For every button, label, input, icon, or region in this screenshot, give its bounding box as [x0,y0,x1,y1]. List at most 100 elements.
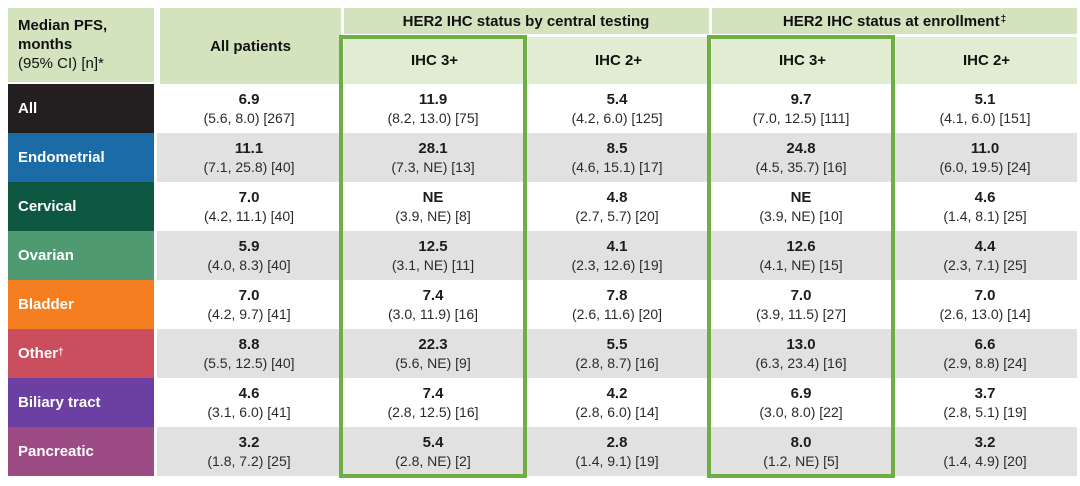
corner-header-line1: Median PFS, [18,17,108,34]
group-header-enrollment-label: HER2 IHC status at enrollment [782,12,1000,30]
cell-endometrial-central-ihc2: 8.5 (4.6, 15.1) [17] [525,133,709,182]
subheader-central-ihc3: IHC 3+ [341,37,525,84]
median-value: 7.0 [790,286,812,304]
ci-and-n: (2.9, 8.8) [24] [943,354,1027,371]
ci-and-n: (2.7, 5.7) [20] [575,207,659,224]
cell-ovarian-enrollment-ihc3: 12.6 (4.1, NE) [15] [709,231,893,280]
ci-and-n: (4.6, 15.1) [17] [571,158,663,175]
cell-all-all-patients: 6.9 (5.6, 8.0) [267] [157,84,341,133]
row-label-bladder: Bladder [8,280,157,329]
cell-ovarian-central-ihc2: 4.1 (2.3, 12.6) [19] [525,231,709,280]
cell-biliary-tract-all-patients: 4.6 (3.1, 6.0) [41] [157,378,341,427]
ci-and-n: (1.4, 8.1) [25] [943,207,1027,224]
median-value: 4.2 [606,384,628,402]
ci-and-n: (5.6, 8.0) [267] [203,109,295,126]
ci-and-n: (3.1, 6.0) [41] [207,403,291,420]
row-label-text: Cervical [18,198,77,215]
median-value: 5.5 [606,335,628,353]
median-value: 8.5 [606,139,628,157]
median-value: 7.0 [974,286,996,304]
median-value: 9.7 [790,90,812,108]
cell-bladder-central-ihc3: 7.4 (3.0, 11.9) [16] [341,280,525,329]
group-header-central-testing-label: HER2 IHC status by central testing [402,12,650,30]
group-header-central-testing: HER2 IHC status by central testing [341,8,709,37]
cell-ovarian-all-patients: 5.9 (4.0, 8.3) [40] [157,231,341,280]
cell-pancreatic-enrollment-ihc2: 3.2 (1.4, 4.9) [20] [893,427,1077,476]
cell-other-central-ihc3: 22.3 (5.6, NE) [9] [341,329,525,378]
cell-all-central-ihc3: 11.9 (8.2, 13.0) [75] [341,84,525,133]
median-value: NE [790,188,812,206]
ci-and-n: (7.3, NE) [13] [391,158,475,175]
cell-biliary-tract-central-ihc3: 7.4 (2.8, 12.5) [16] [341,378,525,427]
ci-and-n: (5.6, NE) [9] [395,354,471,371]
ci-and-n: (2.8, NE) [2] [395,452,471,469]
ci-and-n: (2.6, 11.6) [20] [571,305,662,322]
row-label-text: All [18,100,38,117]
cell-all-enrollment-ihc2: 5.1 (4.1, 6.0) [151] [893,84,1077,133]
median-value: 6.6 [974,335,996,353]
cell-all-enrollment-ihc3: 9.7 (7.0, 12.5) [111] [709,84,893,133]
median-value: 11.1 [234,139,264,157]
ci-and-n: (6.0, 19.5) [24] [939,158,1031,175]
cell-biliary-tract-enrollment-ihc2: 3.7 (2.8, 5.1) [19] [893,378,1077,427]
pfs-table: Median PFS, months (95% CI) [n]* All pat… [8,8,1077,476]
cell-bladder-central-ihc2: 7.8 (2.6, 11.6) [20] [525,280,709,329]
group-header-enrollment: HER2 IHC status at enrollment ‡ [709,8,1077,37]
median-value: 24.8 [786,139,816,157]
cell-endometrial-enrollment-ihc2: 11.0 (6.0, 19.5) [24] [893,133,1077,182]
ci-and-n: (4.2, 6.0) [125] [571,109,663,126]
median-value: 6.9 [790,384,812,402]
cell-endometrial-all-patients: 11.1 (7.1, 25.8) [40] [157,133,341,182]
median-value: 5.1 [974,90,996,108]
cell-other-enrollment-ihc2: 6.6 (2.9, 8.8) [24] [893,329,1077,378]
cell-cervical-enrollment-ihc3: NE (3.9, NE) [10] [709,182,893,231]
row-label-other: Other † [8,329,157,378]
ci-and-n: (7.0, 12.5) [111] [752,109,850,126]
ci-and-n: (5.5, 12.5) [40] [203,354,295,371]
ci-and-n: (7.1, 25.8) [40] [203,158,295,175]
ci-and-n: (3.9, 11.5) [27] [755,305,846,322]
row-label-cervical: Cervical [8,182,157,231]
ci-and-n: (3.9, NE) [10] [759,207,843,224]
median-value: 5.9 [238,237,260,255]
median-value: 7.4 [422,286,444,304]
cell-endometrial-central-ihc3: 28.1 (7.3, NE) [13] [341,133,525,182]
median-value: 7.0 [238,188,260,206]
median-value: 6.9 [238,90,260,108]
ci-and-n: (2.8, 5.1) [19] [943,403,1027,420]
median-value: 5.4 [422,433,444,451]
median-value: 11.9 [418,90,448,108]
subheader-enrollment-ihc3: IHC 3+ [709,37,893,84]
ci-and-n: (2.8, 6.0) [14] [575,403,659,420]
row-label-text: Ovarian [18,247,74,264]
cell-ovarian-enrollment-ihc2: 4.4 (2.3, 7.1) [25] [893,231,1077,280]
cell-pancreatic-enrollment-ihc3: 8.0 (1.2, NE) [5] [709,427,893,476]
median-value: 4.4 [974,237,996,255]
ci-and-n: (4.5, 35.7) [16] [755,158,847,175]
row-label-text: Endometrial [18,149,105,166]
corner-header-median-pfs: Median PFS, months (95% CI) [n]* [8,8,157,84]
median-value: 8.0 [790,433,812,451]
median-value: 12.6 [786,237,816,255]
median-value: NE [422,188,444,206]
row-label-text: Pancreatic [18,443,94,460]
row-label-text: Bladder [18,296,74,313]
cell-biliary-tract-enrollment-ihc3: 6.9 (3.0, 8.0) [22] [709,378,893,427]
ci-and-n: (2.3, 12.6) [19] [571,256,663,273]
ci-and-n: (1.2, NE) [5] [763,452,839,469]
median-value: 13.0 [786,335,816,353]
ci-and-n: (4.1, NE) [15] [759,256,843,273]
ci-and-n: (6.3, 23.4) [16] [755,354,847,371]
ci-and-n: (3.0, 11.9) [16] [387,305,478,322]
ci-and-n: (2.8, 12.5) [16] [387,403,479,420]
median-value: 11.0 [970,139,1000,157]
median-value: 7.8 [606,286,628,304]
ci-and-n: (4.2, 11.1) [40] [203,207,294,224]
cell-bladder-all-patients: 7.0 (4.2, 9.7) [41] [157,280,341,329]
median-value: 5.4 [606,90,628,108]
column-header-all-patients: All patients [157,8,341,84]
ci-and-n: (2.3, 7.1) [25] [943,256,1027,273]
row-label-ovarian: Ovarian [8,231,157,280]
cell-all-central-ihc2: 5.4 (4.2, 6.0) [125] [525,84,709,133]
